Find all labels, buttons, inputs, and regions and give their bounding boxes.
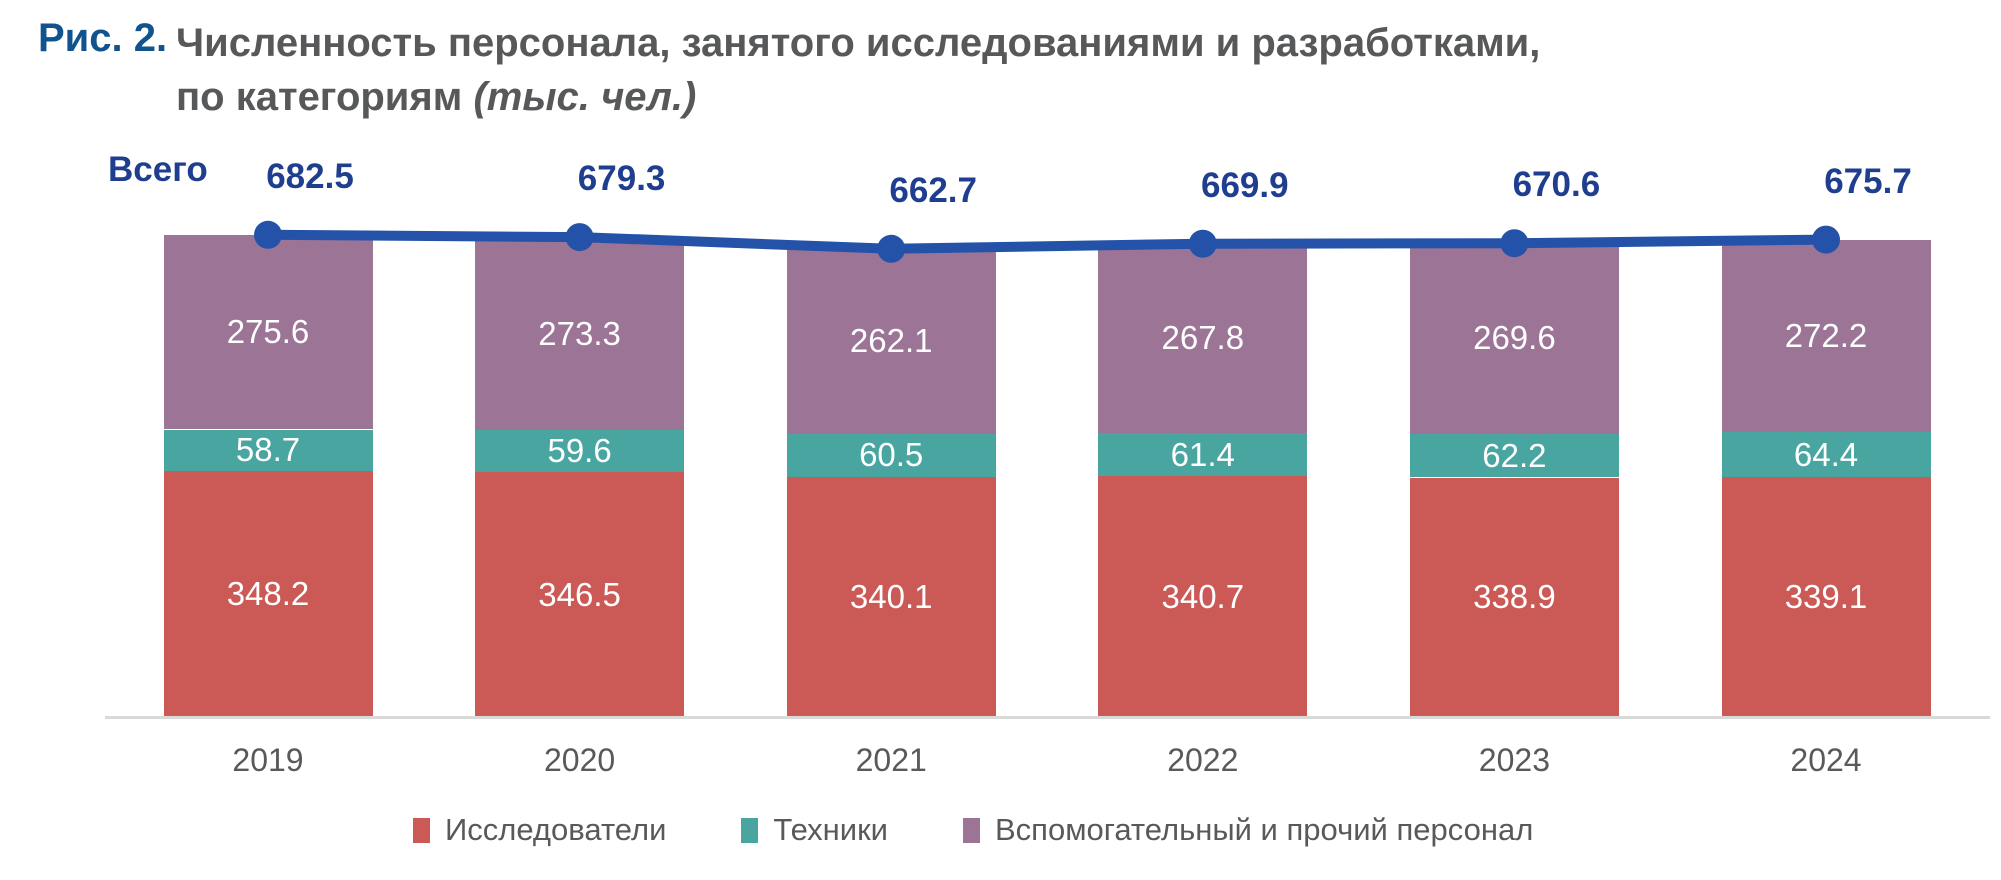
legend-label: Техники xyxy=(773,812,888,847)
segment-value-label: 262.1 xyxy=(849,322,933,360)
bar-segment-2021-s2: 262.1 xyxy=(786,248,996,434)
segment-value-label: 272.2 xyxy=(1784,316,1868,354)
bar-segment-2023-s1: 62.2 xyxy=(1409,433,1619,478)
legend-item-2: Вспомогательный и прочий персонал xyxy=(962,812,1534,848)
bar-segment-2022-s1: 61.4 xyxy=(1098,432,1308,477)
segment-value-label: 273.3 xyxy=(538,314,621,352)
x-axis-label-2021: 2021 xyxy=(855,742,927,778)
bar-segment-2024-s1: 64.4 xyxy=(1721,431,1931,478)
segment-value-label: 346.5 xyxy=(538,575,621,613)
bar-segment-2022-s0: 340.7 xyxy=(1098,476,1308,717)
bar-segment-2020-s2: 273.3 xyxy=(475,237,685,431)
segment-value-label: 267.8 xyxy=(1161,319,1245,357)
bar-segment-2023-s0: 338.9 xyxy=(1409,477,1619,717)
bar-segment-2020-s0: 346.5 xyxy=(475,472,685,717)
x-axis-label-2020: 2020 xyxy=(544,742,616,778)
bar-segment-2021-s1: 60.5 xyxy=(786,434,996,477)
bar-segment-2024-s2: 272.2 xyxy=(1721,239,1931,432)
legend-swatch-icon xyxy=(413,817,430,843)
figure-title: Численность персонала, занятого исследов… xyxy=(176,16,1540,124)
figure-number: Рис. 2. xyxy=(38,16,168,60)
figure-title-line2: по категориям xyxy=(176,75,463,119)
segment-value-label: 58.7 xyxy=(235,431,301,469)
figure-title-units: (тыс. чел.) xyxy=(473,75,697,119)
segment-value-label: 340.1 xyxy=(849,577,933,615)
segment-value-label: 61.4 xyxy=(1170,435,1235,473)
legend-item-1: Техники xyxy=(741,812,888,848)
figure-title-line1: Численность персонала, занятого исследов… xyxy=(176,21,1541,65)
legend-item-0: Исследователи xyxy=(413,812,666,848)
total-value-label: 662.7 xyxy=(889,170,977,210)
total-value-label: 670.6 xyxy=(1512,165,1601,205)
total-value-label: 679.3 xyxy=(577,159,666,199)
segment-value-label: 64.4 xyxy=(1793,435,1859,473)
bar-segment-2021-s0: 340.1 xyxy=(786,476,996,717)
segment-value-label: 275.6 xyxy=(226,313,310,351)
legend-label: Вспомогательный и прочий персонал xyxy=(994,812,1534,847)
segment-value-label: 338.9 xyxy=(1473,578,1556,616)
total-value-label: 669.9 xyxy=(1201,165,1289,205)
segment-value-label: 59.6 xyxy=(547,432,612,470)
bar-segment-2019-s2: 275.6 xyxy=(163,234,373,430)
segment-value-label: 60.5 xyxy=(859,436,924,474)
x-axis-label-2024: 2024 xyxy=(1790,742,1862,778)
legend: Исследователи Техники Вспомогательный и пр… xyxy=(413,806,1533,854)
total-series-label: Всего xyxy=(108,150,208,189)
bar-segment-2023-s2: 269.6 xyxy=(1409,243,1619,434)
segment-value-label: 340.7 xyxy=(1161,577,1245,615)
segment-value-label: 348.2 xyxy=(226,575,310,612)
total-value-label: 675.7 xyxy=(1824,161,1912,201)
legend-swatch-icon xyxy=(962,817,980,843)
legend-label: Исследователи xyxy=(445,812,667,847)
x-axis-label-2022: 2022 xyxy=(1167,742,1239,778)
segment-value-label: 269.6 xyxy=(1473,319,1556,357)
segment-value-label: 62.2 xyxy=(1482,436,1547,474)
segment-value-label: 339.1 xyxy=(1784,578,1868,616)
bar-segment-2020-s1: 59.6 xyxy=(475,430,685,473)
x-axis-label-2023: 2023 xyxy=(1478,742,1550,778)
bar-segment-2022-s2: 267.8 xyxy=(1098,243,1308,433)
bar-segment-2024-s0: 339.1 xyxy=(1721,477,1931,717)
x-axis-line xyxy=(105,716,1990,719)
x-axis-label-2019: 2019 xyxy=(232,742,304,778)
bar-segment-2019-s1: 58.7 xyxy=(163,429,373,471)
total-value-label: 682.5 xyxy=(266,156,354,196)
legend-swatch-icon xyxy=(741,817,759,843)
bar-segment-2019-s0: 348.2 xyxy=(163,471,373,717)
